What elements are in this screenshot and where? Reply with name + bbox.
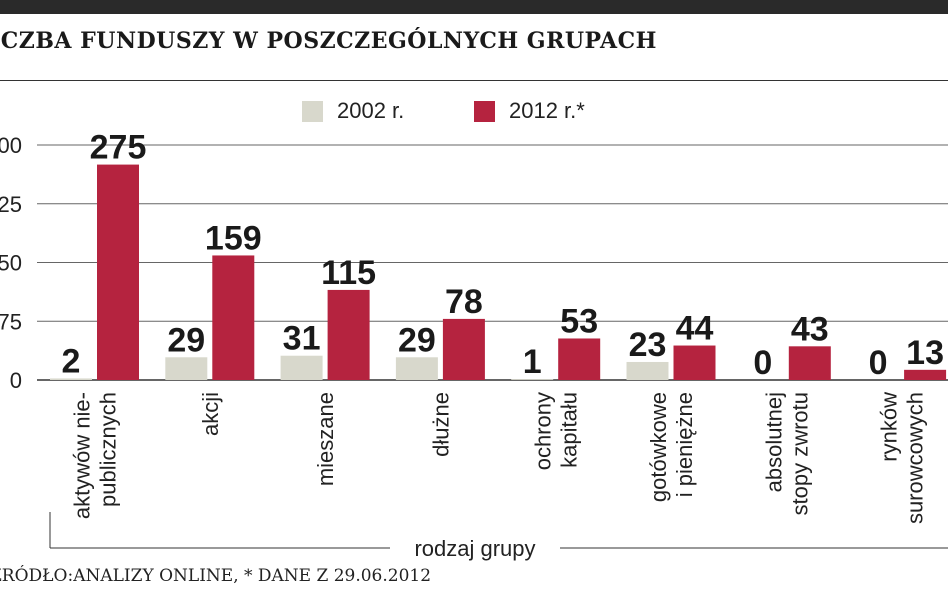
data-label: 31 (283, 320, 321, 358)
y-tick-label: 0 (10, 368, 22, 393)
x-tick-label: akcji (198, 392, 223, 436)
x-tick-label: rynków (877, 392, 902, 462)
legend-label-2012: 2012 r.* (509, 98, 585, 123)
x-tick-label: dłużne (428, 392, 453, 457)
data-label: 53 (560, 302, 598, 340)
bar-2012 (558, 338, 601, 380)
bar-2002 (395, 357, 438, 380)
data-label: 43 (791, 310, 829, 348)
data-label: 0 (869, 344, 888, 382)
bar-2012 (673, 345, 716, 380)
data-label: 78 (445, 283, 483, 321)
x-axis-label: rodzaj grupy (414, 536, 535, 561)
bar-2012 (788, 346, 831, 380)
data-label: 115 (321, 254, 376, 292)
bar-2002 (626, 361, 669, 380)
legend-label-2002: 2002 r. (337, 98, 405, 123)
y-tick-label: 300 (0, 133, 22, 158)
bar-2002 (511, 379, 554, 380)
bar-2002 (50, 378, 92, 380)
x-tick-label: surowcowych (903, 392, 928, 524)
y-tick-label: 150 (0, 251, 22, 276)
bar-2012 (442, 318, 485, 380)
y-tick-label: 75 (0, 309, 22, 334)
data-label: 13 (906, 334, 944, 372)
chart-title: LICZBA FUNDUSZY W POSZCZEGÓLNYCH GRUPACH (0, 28, 657, 54)
bar-2012 (904, 369, 947, 380)
source-note: ŹRÓDŁO:ANALIZY ONLINE, * DANE Z 29.06.20… (0, 566, 432, 586)
x-tick-label: publicznych (96, 392, 121, 507)
x-tick-label: gotówkowe (646, 392, 671, 502)
bar-2002 (165, 357, 208, 380)
data-label: 1 (523, 343, 542, 381)
bar-2012 (327, 289, 370, 380)
title-divider (0, 80, 948, 81)
x-tick-label: aktywów nie- (70, 392, 95, 519)
data-label: 0 (753, 344, 772, 382)
data-label: 29 (398, 321, 436, 359)
x-tick-label: absolutnej (761, 392, 786, 492)
top-bar (0, 0, 948, 14)
legend-item-2012: 2012 r.* (474, 96, 585, 126)
legend-item-2002: 2002 r. (302, 96, 404, 126)
legend-swatch-2002 (302, 100, 323, 122)
y-tick-label: 225 (0, 192, 22, 217)
x-tick-label: stopy zwrotu (787, 392, 812, 516)
x-tick-label: ochrony (531, 392, 556, 470)
data-label: 29 (167, 321, 205, 359)
data-label: 159 (205, 219, 262, 257)
x-tick-label: i pieniężne (672, 392, 697, 497)
x-tick-label: mieszane (313, 392, 338, 486)
bar-2012 (97, 164, 139, 380)
data-label: 23 (629, 326, 667, 364)
data-label: 44 (676, 310, 714, 348)
data-label: 2 (62, 342, 81, 380)
x-tick-label: kapitału (557, 392, 582, 468)
legend-swatch-2012 (474, 100, 495, 122)
bar-2012 (212, 255, 255, 380)
data-label: 275 (90, 129, 147, 167)
bar-2002 (280, 355, 323, 380)
